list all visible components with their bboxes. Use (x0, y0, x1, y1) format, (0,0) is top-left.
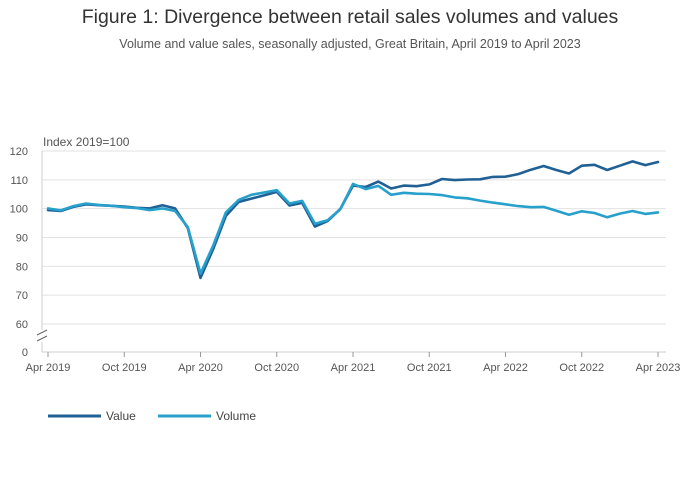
series-line-volume (46, 182, 660, 275)
gridlines (42, 150, 666, 325)
y-tick-label: 80 (16, 261, 28, 273)
axes: 0 60 70 80 90 100 110 120 Index 2019=100 Apr 2019… (10, 135, 681, 374)
y-tick-label: 0 (22, 347, 28, 359)
axis-break-mark (36, 329, 48, 342)
chart-title: Figure 1: Divergence between retail sale… (81, 6, 619, 28)
x-tick-label: Apr 2020 (178, 362, 223, 374)
y-tick-label: 120 (10, 146, 28, 158)
chart-subtitle: Volume and value sales, seasonally adjus… (119, 37, 581, 51)
x-tick-label: Oct 2020 (254, 362, 299, 374)
x-tick-label: Oct 2021 (407, 362, 452, 374)
x-tick-label: Apr 2019 (26, 362, 71, 374)
y-axis-title: Index 2019=100 (43, 135, 130, 149)
legend: Value Volume (48, 409, 256, 423)
x-tick-label: Oct 2022 (559, 362, 604, 374)
y-tick-label: 70 (16, 290, 28, 302)
x-tick-label: Oct 2019 (102, 362, 147, 374)
x-tick-label: Apr 2023 (636, 362, 681, 374)
x-tick-label: Apr 2021 (331, 362, 376, 374)
y-tick-label: 100 (10, 204, 28, 216)
series-line-value (46, 160, 660, 280)
series-lines (46, 160, 660, 280)
legend-label-value: Value (106, 409, 136, 423)
y-tick-label: 90 (16, 233, 28, 245)
y-tick-label: 60 (16, 319, 28, 331)
y-tick-label: 110 (10, 175, 28, 187)
x-tick-label: Apr 2022 (483, 362, 528, 374)
legend-label-volume: Volume (216, 409, 256, 423)
